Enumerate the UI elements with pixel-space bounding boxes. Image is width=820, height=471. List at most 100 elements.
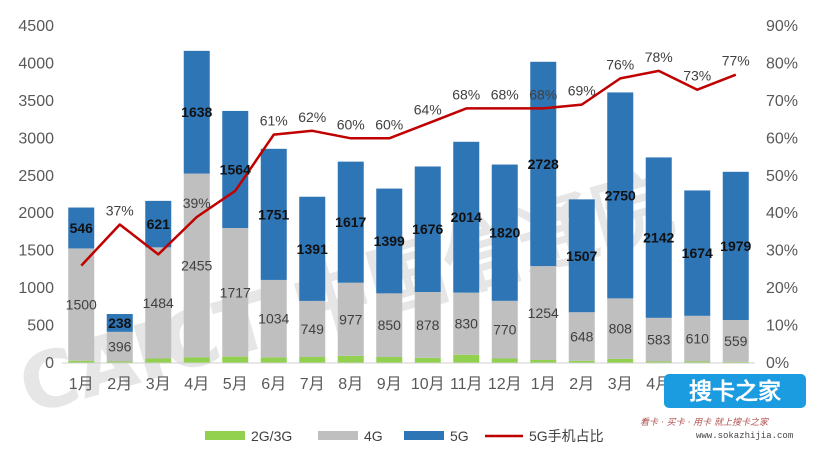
- bar-2g-3g: [684, 361, 711, 363]
- label-4g: 749: [301, 321, 325, 337]
- y-left-tick-label: 3000: [18, 130, 54, 147]
- bar-5g: [722, 171, 749, 321]
- label-5g-share: 37%: [106, 202, 134, 218]
- bar-4g: [337, 282, 364, 356]
- bar-4g: [145, 247, 172, 359]
- y-left-tick-label: 3500: [18, 93, 54, 110]
- label-4g: 1484: [143, 295, 174, 311]
- label-5g-share: 69%: [568, 83, 596, 99]
- label-5g: 2014: [451, 209, 482, 225]
- label-5g-share: 78%: [645, 49, 673, 65]
- x-tick-label: 7月: [300, 376, 325, 393]
- label-5g: 2728: [528, 156, 559, 172]
- y-left-tick-label: 500: [27, 318, 54, 335]
- bar-5g: [337, 161, 364, 283]
- x-tick-label: 12月: [488, 376, 522, 393]
- label-4g: 850: [378, 317, 402, 333]
- bar-5g: [222, 110, 249, 229]
- y-left-tick-label: 4500: [18, 18, 54, 35]
- bar-2g-3g: [414, 357, 441, 363]
- label-5g: 1676: [412, 221, 443, 237]
- label-4g: 808: [609, 321, 633, 337]
- label-4g: 1034: [258, 311, 289, 327]
- bar-5g: [414, 166, 441, 293]
- label-5g: 1564: [220, 161, 251, 177]
- x-tick-label: 10月: [411, 376, 445, 393]
- y-right-tick-label: 20%: [766, 280, 798, 297]
- y-right-tick-label: 90%: [766, 18, 798, 35]
- y-left-tick-label: 4000: [18, 55, 54, 72]
- bar-4g: [222, 228, 249, 357]
- x-tick-label: 1月: [531, 376, 556, 393]
- legend-label: 5G手机占比: [529, 428, 604, 444]
- legend-label: 5G: [450, 428, 469, 444]
- bar-5g: [491, 164, 518, 301]
- y-right-tick-label: 80%: [766, 55, 798, 72]
- label-4g: 648: [570, 328, 594, 344]
- bar-2g-3g: [491, 358, 518, 363]
- label-4g: 878: [416, 317, 440, 333]
- bar-2g-3g: [722, 361, 749, 363]
- bar-4g: [607, 298, 634, 359]
- bar-4g: [645, 317, 672, 362]
- label-5g-share: 68%: [491, 86, 519, 102]
- bar-4g: [414, 292, 441, 358]
- x-tick-label: 8月: [338, 376, 363, 393]
- bar-2g-3g: [68, 360, 95, 363]
- bar-2g-3g: [222, 356, 249, 363]
- label-4g: 2455: [181, 257, 212, 273]
- label-5g-share: 60%: [337, 116, 365, 132]
- x-tick-label: 9月: [377, 376, 402, 393]
- bar-4g: [684, 315, 711, 362]
- bar-2g-3g: [568, 360, 595, 363]
- x-tick-label: 2月: [569, 376, 594, 393]
- x-tick-label: 3月: [608, 376, 633, 393]
- bar-5g: [183, 50, 210, 174]
- bar-5g: [530, 61, 557, 267]
- legend-label: 2G/3G: [251, 428, 292, 444]
- label-4g: 1500: [66, 297, 97, 313]
- bar-4g: [376, 293, 403, 358]
- bar-5g: [684, 190, 711, 316]
- label-5g: 2750: [605, 187, 636, 203]
- bar-2g-3g: [260, 357, 287, 363]
- line-5g-share: [80, 69, 737, 267]
- bar-4g: [530, 266, 557, 361]
- y-right-tick-label: 50%: [766, 168, 798, 185]
- label-5g: 2142: [643, 230, 674, 246]
- bar-4g: [491, 300, 518, 359]
- label-5g-share: 62%: [298, 109, 326, 125]
- line-series: [80, 69, 737, 267]
- x-tick-label: 5月: [223, 376, 248, 393]
- label-5g-share: 64%: [414, 101, 442, 117]
- label-5g: 546: [70, 220, 94, 236]
- y-left-tick-label: 1500: [18, 243, 54, 260]
- label-4g: 770: [493, 322, 517, 338]
- bar-4g: [722, 320, 749, 362]
- label-5g-share: 68%: [452, 86, 480, 102]
- bar-2g-3g: [299, 357, 326, 363]
- bar-5g: [453, 141, 480, 293]
- bar-4g: [68, 248, 95, 361]
- bar-2g-3g: [183, 357, 210, 363]
- y-left-tick-label: 1000: [18, 280, 54, 297]
- x-tick-label: 3月: [146, 376, 171, 393]
- label-4g: 396: [108, 339, 132, 355]
- label-5g-share: 73%: [683, 68, 711, 84]
- label-4g: 583: [647, 332, 671, 348]
- x-tick-label: 6月: [261, 376, 286, 393]
- label-5g-share: 60%: [375, 116, 403, 132]
- x-tick-label: 2月: [107, 376, 132, 393]
- bar-2g-3g: [337, 355, 364, 363]
- x-tick-label: 11月: [450, 376, 483, 393]
- y-right-tick-label: 30%: [766, 243, 798, 260]
- label-5g: 238: [108, 315, 132, 331]
- x-tick-label: 4月: [184, 376, 209, 393]
- logo-tagline: 看卡 · 买卡 · 用卡 就上搜卡之家: [640, 417, 769, 428]
- y-right-tick-label: 60%: [766, 130, 798, 147]
- bar-2g-3g: [453, 354, 480, 363]
- legend-swatch: [205, 431, 245, 440]
